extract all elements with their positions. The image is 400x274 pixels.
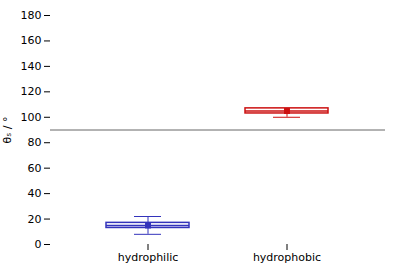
svg-text:40: 40 (28, 187, 42, 200)
svg-text:180: 180 (21, 9, 42, 22)
svg-text:20: 20 (28, 213, 42, 226)
svg-text:160: 160 (21, 34, 42, 47)
svg-text:hydrophilic: hydrophilic (118, 251, 179, 264)
svg-text:θₛ / °: θₛ / ° (1, 116, 14, 143)
svg-text:60: 60 (28, 162, 42, 175)
svg-text:80: 80 (28, 136, 42, 149)
svg-text:hydrophobic: hydrophobic (253, 251, 321, 264)
svg-text:100: 100 (21, 111, 42, 124)
svg-text:120: 120 (21, 85, 42, 98)
svg-text:0: 0 (35, 238, 42, 251)
svg-text:140: 140 (21, 60, 42, 73)
